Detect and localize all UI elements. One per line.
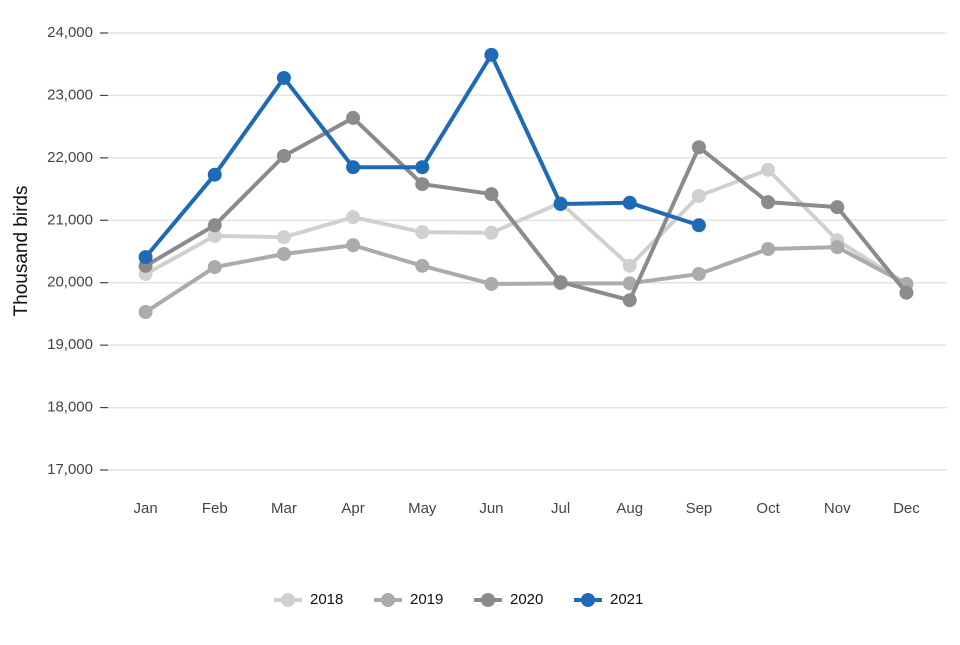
point (691, 188, 706, 203)
point (138, 305, 153, 320)
point (899, 285, 914, 300)
point (691, 266, 706, 281)
x-tick-label: Jul (551, 500, 570, 517)
point (830, 240, 845, 255)
x-tick-label: Aug (616, 500, 643, 517)
legend-swatch (581, 593, 595, 607)
point (346, 160, 361, 175)
y-tick-label: 24,000 (47, 24, 93, 41)
point (415, 160, 430, 175)
point (484, 47, 499, 62)
point (415, 258, 430, 273)
y-tick-label: 19,000 (47, 336, 93, 353)
point (761, 242, 776, 257)
point (276, 230, 291, 245)
point (207, 167, 222, 182)
point (553, 275, 568, 290)
y-tick-label: 22,000 (47, 149, 93, 166)
y-tick-label: 23,000 (47, 86, 93, 103)
y-tick-label: 18,000 (47, 399, 93, 416)
point (207, 218, 222, 233)
point (484, 225, 499, 240)
x-tick-label: Oct (756, 500, 780, 517)
x-tick-label: Feb (202, 500, 228, 517)
point (553, 197, 568, 212)
legend-swatch (281, 593, 295, 607)
legend-label: 2019 (410, 591, 443, 608)
point (691, 140, 706, 155)
point (484, 187, 499, 202)
point (484, 276, 499, 291)
x-tick-label: Nov (824, 500, 851, 517)
x-tick-label: Jan (133, 500, 157, 517)
series-line (144, 167, 908, 286)
point (415, 177, 430, 192)
point (207, 228, 222, 243)
point (622, 293, 637, 308)
y-tick-label: 17,000 (47, 461, 93, 478)
y-axis-label: Thousand birds (11, 186, 32, 317)
x-tick-label: Dec (893, 500, 920, 517)
y-tick-label: 20,000 (47, 274, 93, 291)
legend-swatch (381, 593, 395, 607)
x-tick-label: Apr (341, 500, 364, 517)
point (761, 162, 776, 177)
point (415, 225, 430, 240)
point (691, 218, 706, 233)
point (207, 260, 222, 275)
point (830, 200, 845, 215)
x-tick-label: Sep (686, 500, 713, 517)
point (761, 195, 776, 210)
x-tick-label: Mar (271, 500, 297, 517)
point (622, 258, 637, 273)
point (346, 210, 361, 225)
legend-swatch (481, 593, 495, 607)
point (346, 110, 361, 125)
legend-label: 2018 (310, 591, 343, 608)
point (276, 70, 291, 85)
point (622, 195, 637, 210)
point (622, 276, 637, 291)
x-tick-label: May (408, 500, 437, 517)
x-tick-label: Jun (479, 500, 503, 517)
point (276, 148, 291, 163)
legend-label: 2020 (510, 591, 543, 608)
point (276, 246, 291, 261)
y-tick-label: 21,000 (47, 211, 93, 228)
legend-label: 2021 (610, 591, 643, 608)
series-line (144, 115, 908, 303)
point (346, 238, 361, 253)
series-line (144, 243, 908, 314)
point (138, 250, 153, 265)
